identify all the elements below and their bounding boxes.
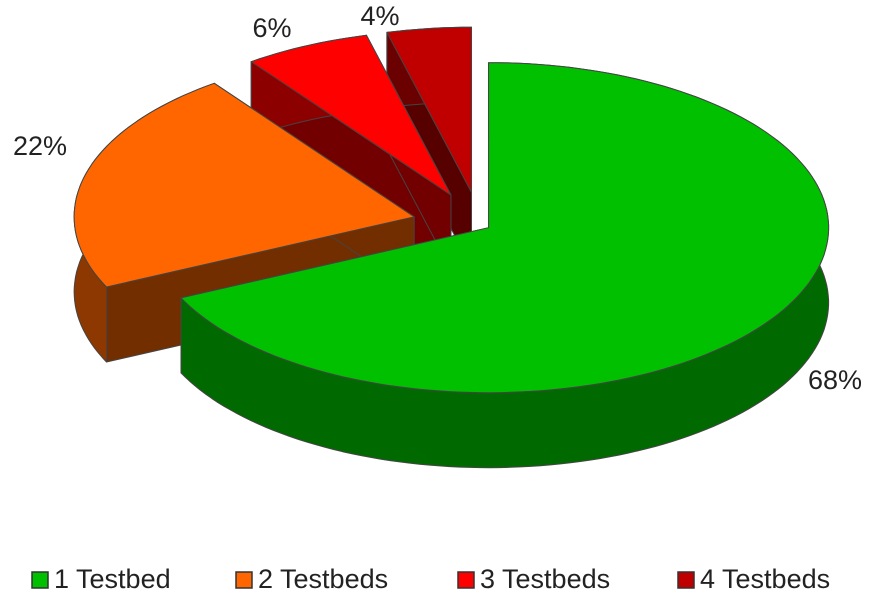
data-label: 6% (252, 13, 291, 43)
legend-swatch (235, 571, 253, 589)
legend-label: 1 Testbed (54, 564, 171, 594)
data-label: 68% (808, 365, 862, 395)
slice-top (250, 34, 452, 196)
slice-top (73, 82, 415, 288)
pie-slice (180, 62, 830, 469)
legend-swatch (677, 571, 695, 589)
data-label: 22% (13, 131, 67, 161)
slice-top (386, 26, 472, 193)
legend-swatch (31, 571, 49, 589)
legend-label: 2 Testbeds (258, 564, 388, 594)
legend-label: 3 Testbeds (480, 564, 610, 594)
slice-top (180, 62, 830, 394)
data-label: 4% (360, 1, 399, 31)
legend-label: 4 Testbeds (700, 564, 830, 594)
legend-swatch (457, 571, 475, 589)
